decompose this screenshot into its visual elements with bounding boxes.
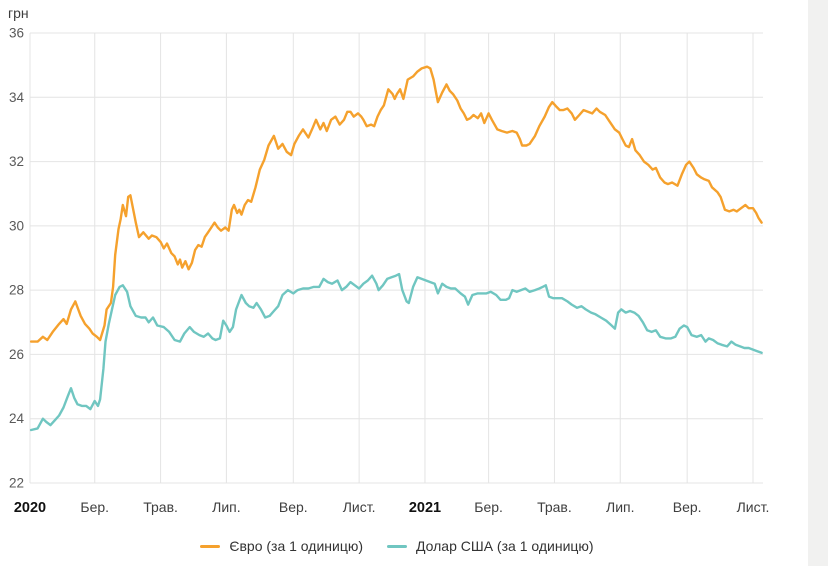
x-tick-month-label: Бер. — [474, 499, 503, 515]
x-tick-month-label: Лип. — [212, 499, 240, 515]
x-tick-month-label: Бер. — [80, 499, 109, 515]
y-tick-label: 36 — [9, 26, 24, 41]
x-tick-month-label: Лист. — [737, 499, 770, 515]
x-tick-month-label: Трав. — [537, 499, 572, 515]
y-tick-label: 34 — [9, 90, 25, 105]
x-tick-month-label: Трав. — [143, 499, 178, 515]
x-tick-year-label: 2020 — [14, 500, 46, 516]
legend-item-usd-swatch-icon — [387, 544, 408, 548]
x-tick-month-label: Лип. — [606, 499, 634, 515]
y-tick-label: 26 — [9, 347, 24, 362]
legend-item-euro-label: Євро (за 1 одиницю) — [229, 538, 364, 554]
x-tick-month-label: Вер. — [279, 499, 308, 515]
legend-item-usd[interactable]: Долар США (за 1 одиницю) — [387, 538, 594, 554]
chart-legend: Євро (за 1 одиницю) Долар США (за 1 одини… — [30, 534, 764, 558]
y-tick-label: 32 — [9, 154, 24, 169]
legend-item-euro[interactable]: Євро (за 1 одиницю) — [200, 538, 363, 554]
x-tick-year-label: 2021 — [409, 500, 441, 516]
y-tick-label: 22 — [9, 476, 24, 491]
legend-item-usd-label: Долар США (за 1 одиницю) — [416, 538, 594, 554]
y-tick-label: 24 — [9, 411, 25, 426]
x-tick-month-label: Вер. — [673, 499, 702, 515]
usd-series-line — [29, 272, 763, 432]
page-edge-strip — [808, 0, 828, 566]
y-tick-label: 28 — [9, 283, 24, 298]
y-axis-unit-label: грн — [8, 5, 29, 21]
legend-item-euro-swatch-icon — [200, 544, 221, 548]
y-tick-label: 30 — [9, 218, 24, 233]
x-tick-month-label: Лист. — [343, 499, 376, 515]
euro-series-line — [29, 65, 763, 343]
